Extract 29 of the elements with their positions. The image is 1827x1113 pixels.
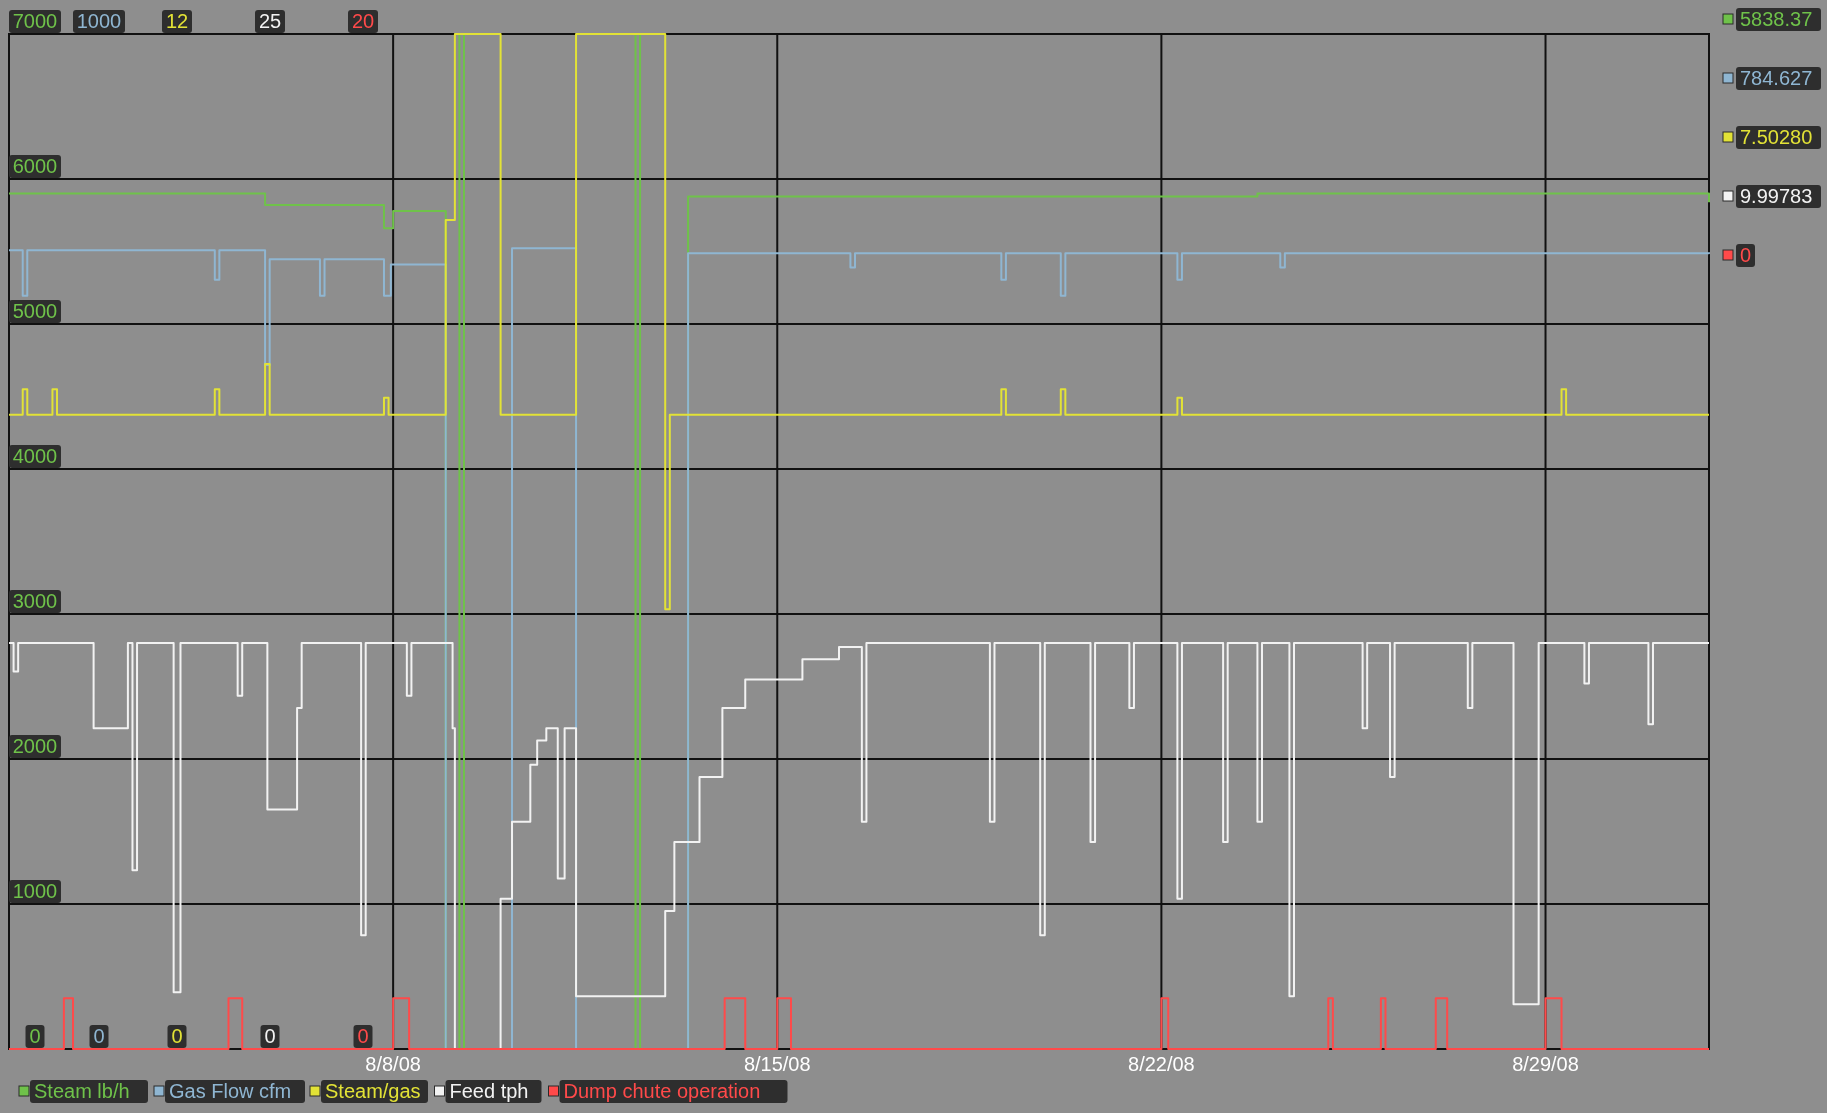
legend-label: Steam/gas — [325, 1080, 421, 1102]
legend-label: Gas Flow cfm — [169, 1080, 292, 1102]
text: 784.627 — [1740, 67, 1813, 89]
x-tick-label: 8/29/08 — [1512, 1053, 1579, 1075]
y-tick-label: 7000 — [12, 10, 58, 32]
text: 9.99783 — [1740, 185, 1813, 207]
x-tick-label: 8/8/08 — [365, 1053, 421, 1075]
y-tick-label: 2000 — [12, 735, 58, 757]
x-tick-label: 8/15/08 — [743, 1053, 811, 1075]
y-tick-label: 4000 — [12, 445, 58, 467]
y-tick-label: 5000 — [12, 300, 58, 322]
y-tick-label: 0 — [29, 1025, 41, 1047]
y-tick-label: 1000 — [12, 880, 58, 902]
y2-tick-label: 1000 — [76, 10, 122, 32]
y2-tick-label: 0 — [357, 1025, 369, 1047]
y-tick-label: 6000 — [12, 155, 58, 177]
legend-label: Feed tph — [449, 1080, 529, 1102]
y2-tick-label: 0 — [93, 1025, 105, 1047]
text: 7.50280 — [1740, 126, 1813, 148]
y-tick-label: 3000 — [12, 590, 58, 612]
text: 5838.37 — [1740, 8, 1813, 30]
legend-label: Dump chute operation — [563, 1080, 761, 1102]
y3-tick-label: 0 — [171, 1025, 183, 1047]
legend-label: Steam lb/h — [34, 1080, 130, 1102]
y2-tick-label: 20 — [351, 10, 375, 32]
y-tick-label: 25 — [258, 10, 282, 32]
x-tick-label: 8/22/08 — [1128, 1053, 1195, 1075]
text: 0 — [1740, 244, 1752, 266]
y3-tick-label: 12 — [165, 10, 189, 32]
